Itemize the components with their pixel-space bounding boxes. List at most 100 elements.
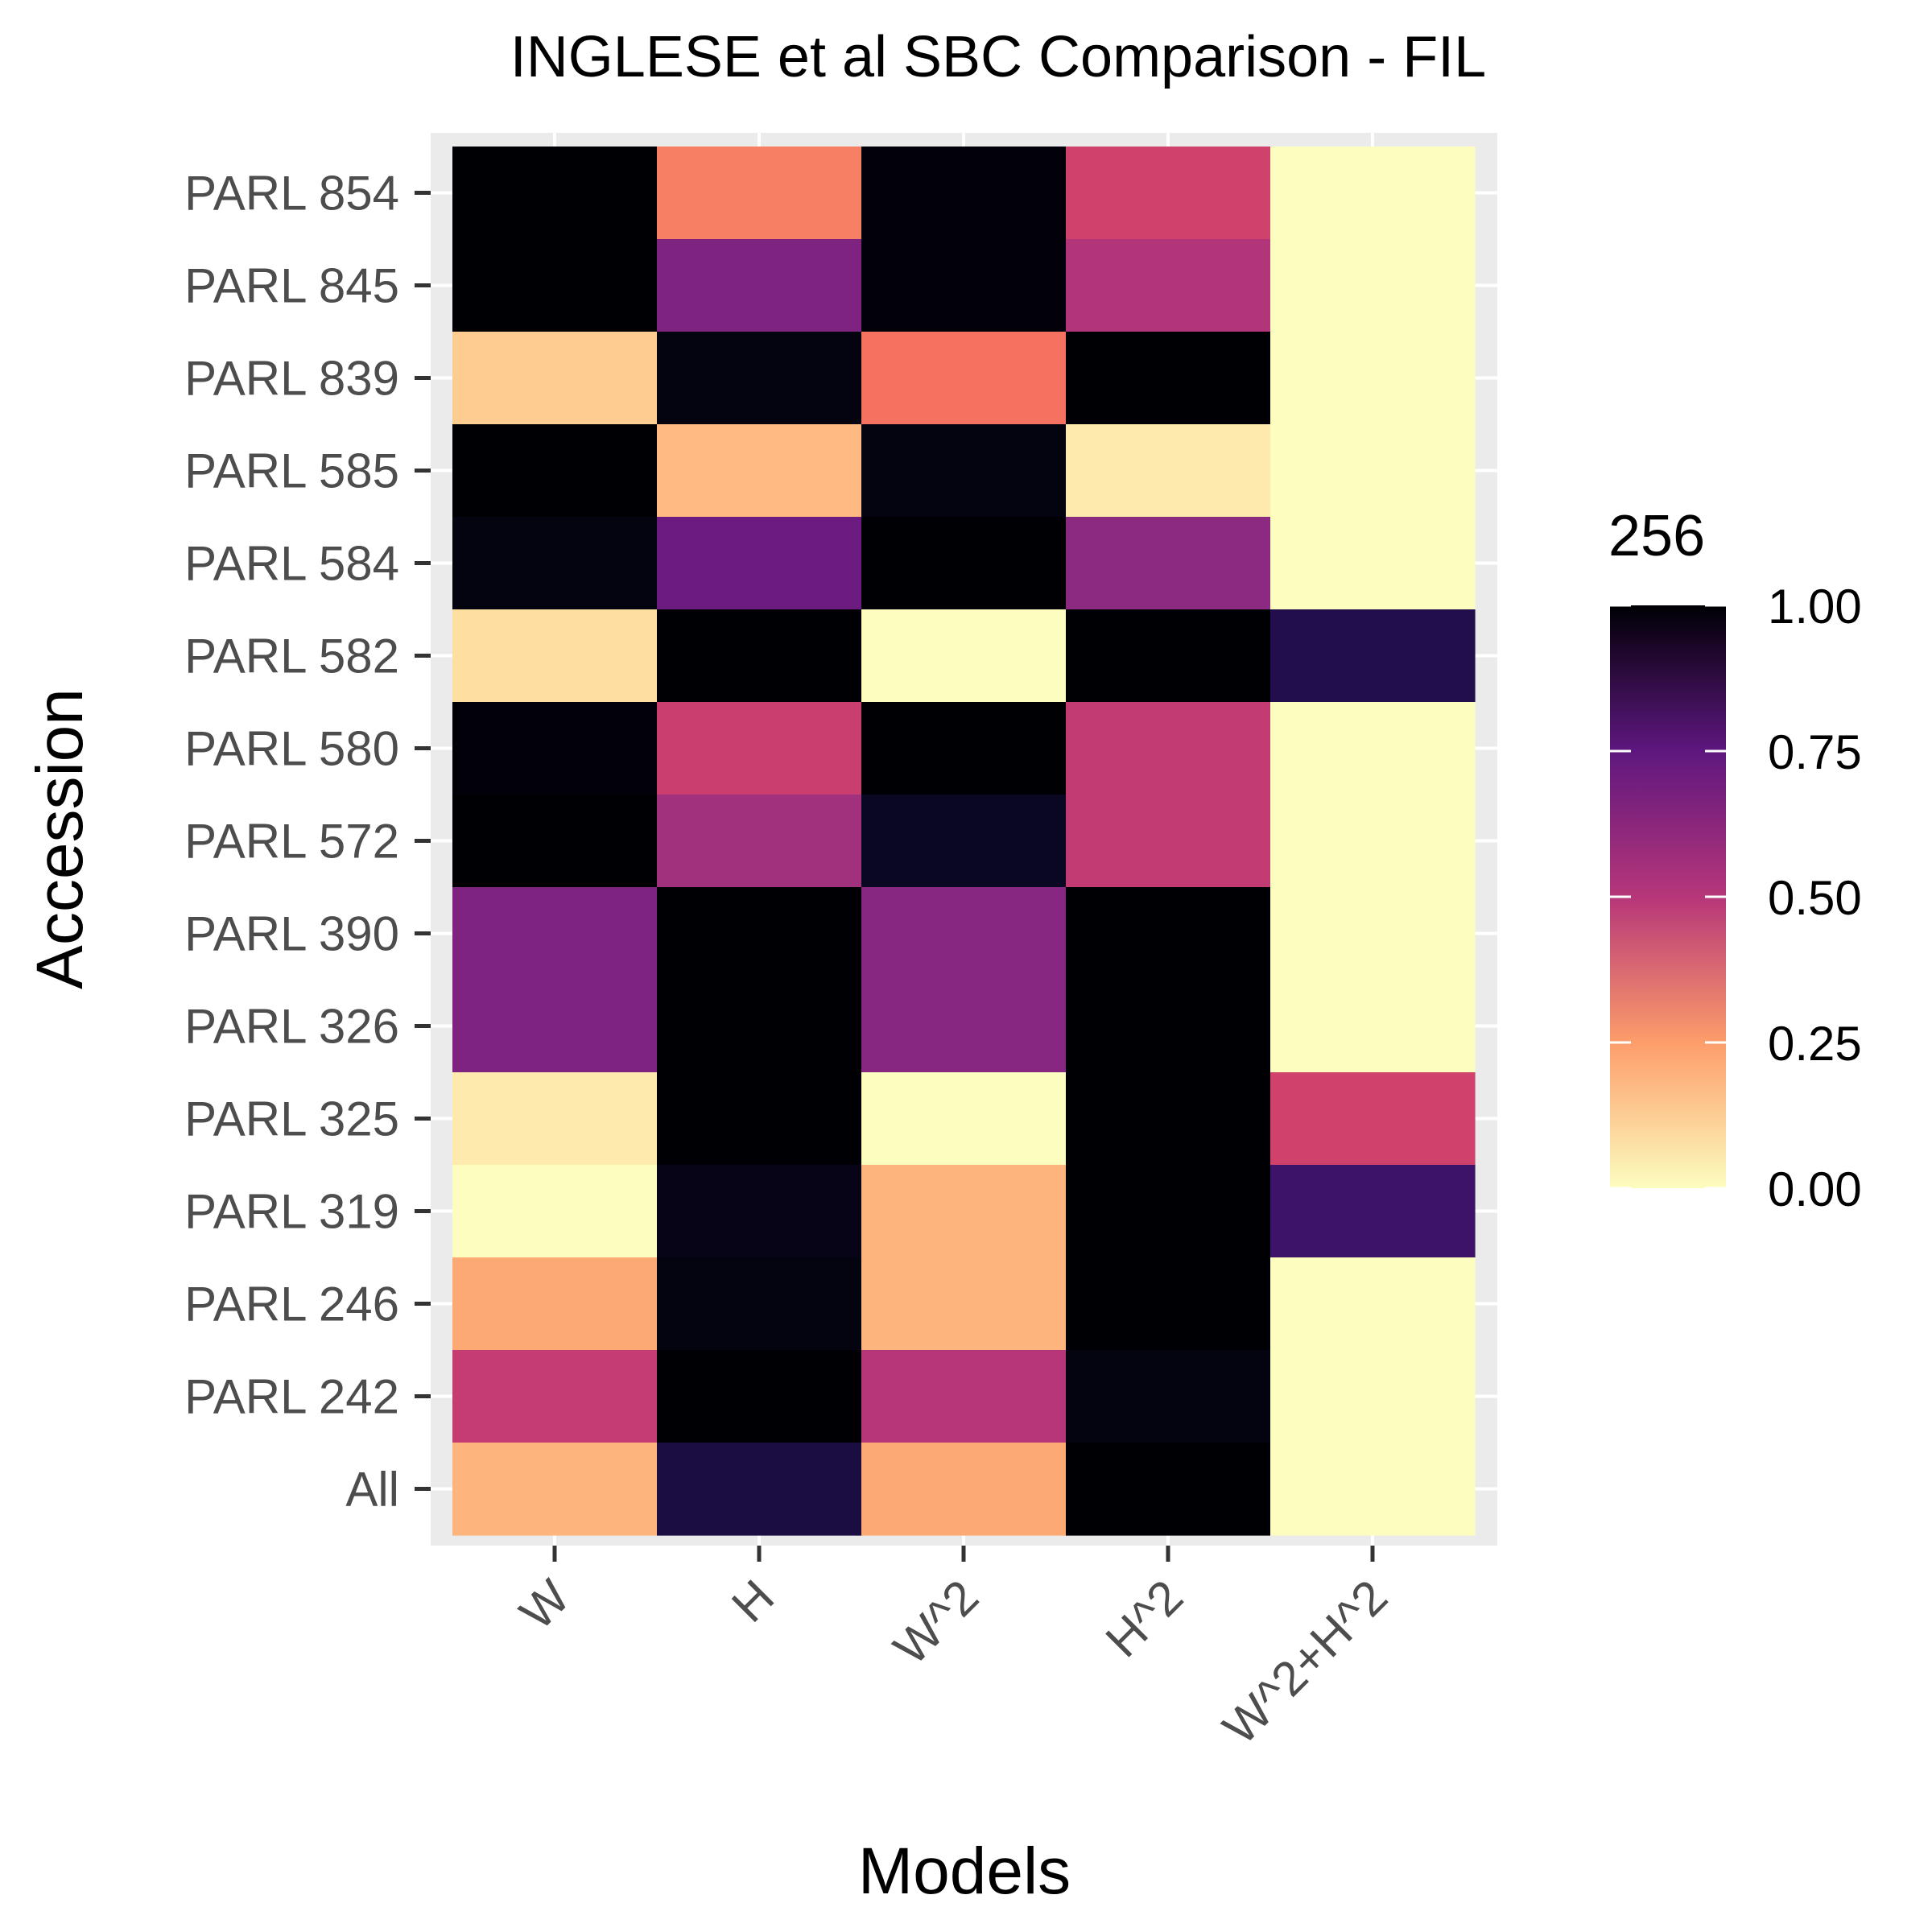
heatmap-cell [452,609,658,703]
heatmap-cell [1270,1072,1476,1166]
heatmap-cell [861,980,1067,1073]
heatmap-cell [1066,795,1271,888]
heatmap-cell [452,1165,658,1258]
legend-tick-label: 1.00 [1768,580,1862,634]
heatmap-cell [452,424,658,518]
x-tick-label: W [510,1570,580,1641]
heatmap-cell [1066,1350,1271,1443]
heatmap-cell [1270,702,1476,795]
heatmap-cell [1270,887,1476,980]
heatmap-cell [452,1072,658,1166]
color-legend: 256 1.00 0.75 0.50 0.25 0.00 [1608,504,1862,1216]
heatmap-cell [657,147,862,240]
heatmap-cell [1270,1350,1476,1443]
heatmap-cell [657,239,862,332]
heatmap-cell [861,239,1067,332]
heatmap-cell [861,609,1067,703]
y-tick-label: PARL 390 [184,907,399,961]
heatmap-cell [861,1072,1067,1166]
y-tick-label: PARL 582 [184,630,399,683]
y-axis-label: Accession [23,688,97,989]
heatmap-cell [1066,1072,1271,1166]
heatmap-cell [657,1165,862,1258]
heatmap-cell [861,332,1067,425]
heatmap-cell [1066,609,1271,703]
heatmap-cell [861,1443,1067,1536]
y-tick-label: PARL 585 [184,444,399,498]
heatmap-cell [452,1350,658,1443]
heatmap-cell [861,147,1067,240]
heatmap-cell [861,795,1067,888]
heatmap-cell [452,1443,658,1536]
heatmap-cell [452,147,658,240]
x-axis: W H W^2 H^2 W^2+H^2 [510,1546,1397,1755]
y-tick-label: PARL 854 [184,167,399,221]
heatmap-cell [452,887,658,980]
heatmap-cell [861,702,1067,795]
heatmap-cell [1066,424,1271,518]
heatmap-cell [452,702,658,795]
heatmap-cell [452,332,658,425]
y-tick-label: PARL 246 [184,1278,399,1331]
heatmap-cell [1066,1257,1271,1351]
heatmap-cell [861,1350,1067,1443]
heatmap-cell [1066,332,1271,425]
heatmap-cell [1066,1443,1271,1536]
y-axis: PARL 854 PARL 845 PARL 839 PARL 585 PARL 584… [184,167,431,1517]
legend-tick-label: 0.00 [1768,1162,1862,1216]
y-tick-label: PARL 839 [184,352,399,406]
heatmap-cell [1270,1257,1476,1351]
heatmap-cell [1270,147,1476,240]
heatmap-cell [1066,980,1271,1073]
x-tick-label: W^2 [883,1570,989,1675]
heatmap-cell [452,795,658,888]
heatmap-cell [657,517,862,610]
heatmap-cell [1270,980,1476,1073]
x-tick-label: H [721,1570,784,1633]
y-tick-label: PARL 572 [184,815,399,869]
heatmap-cell [657,980,862,1073]
x-tick-label: W^2+H^2 [1212,1570,1397,1755]
heatmap-cell [1270,517,1476,610]
heatmap-cell [657,332,862,425]
heatmap-cell [452,1257,658,1351]
heatmap-cell [452,980,658,1073]
heatmap-cell [861,1165,1067,1258]
heatmap-cell [657,609,862,703]
heatmap-cell [1270,609,1476,703]
heatmap-cell [657,702,862,795]
heatmap-cell [1066,239,1271,332]
heatmap-cell [1066,702,1271,795]
y-tick-label: PARL 584 [184,537,399,591]
heatmap-cell [1270,424,1476,518]
heatmap-cell [1066,517,1271,610]
heatmap-cell [1270,795,1476,888]
heatmap-cell [1066,887,1271,980]
legend-title: 256 [1608,504,1705,568]
heatmap-cell [657,1257,862,1351]
x-axis-label: Models [858,1835,1071,1908]
legend-tick-label: 0.75 [1768,725,1862,779]
heatmap-cell [452,517,658,610]
heatmap-cell [1270,239,1476,332]
y-tick-label: PARL 319 [184,1185,399,1239]
heatmap-cells [452,147,1476,1536]
heatmap-cell [657,1072,862,1166]
heatmap-cell [861,1257,1067,1351]
x-tick-label: H^2 [1096,1570,1194,1668]
heatmap-cell [657,795,862,888]
heatmap-cell [1270,332,1476,425]
heatmap-cell [1270,1443,1476,1536]
heatmap-cell [657,887,862,980]
heatmap-cell [657,424,862,518]
legend-ticks: 1.00 0.75 0.50 0.25 0.00 [1610,580,1862,1216]
heatmap-cell [657,1350,862,1443]
y-tick-label: All [345,1463,399,1517]
y-tick-label: PARL 580 [184,722,399,776]
y-tick-label: PARL 845 [184,259,399,313]
heatmap-cell [1270,1165,1476,1258]
heatmap-cell [452,239,658,332]
heatmap-cell [657,1443,862,1536]
chart-title: INGLESE et al SBC Comparison - FIL [510,25,1486,89]
heatmap-cell [861,517,1067,610]
